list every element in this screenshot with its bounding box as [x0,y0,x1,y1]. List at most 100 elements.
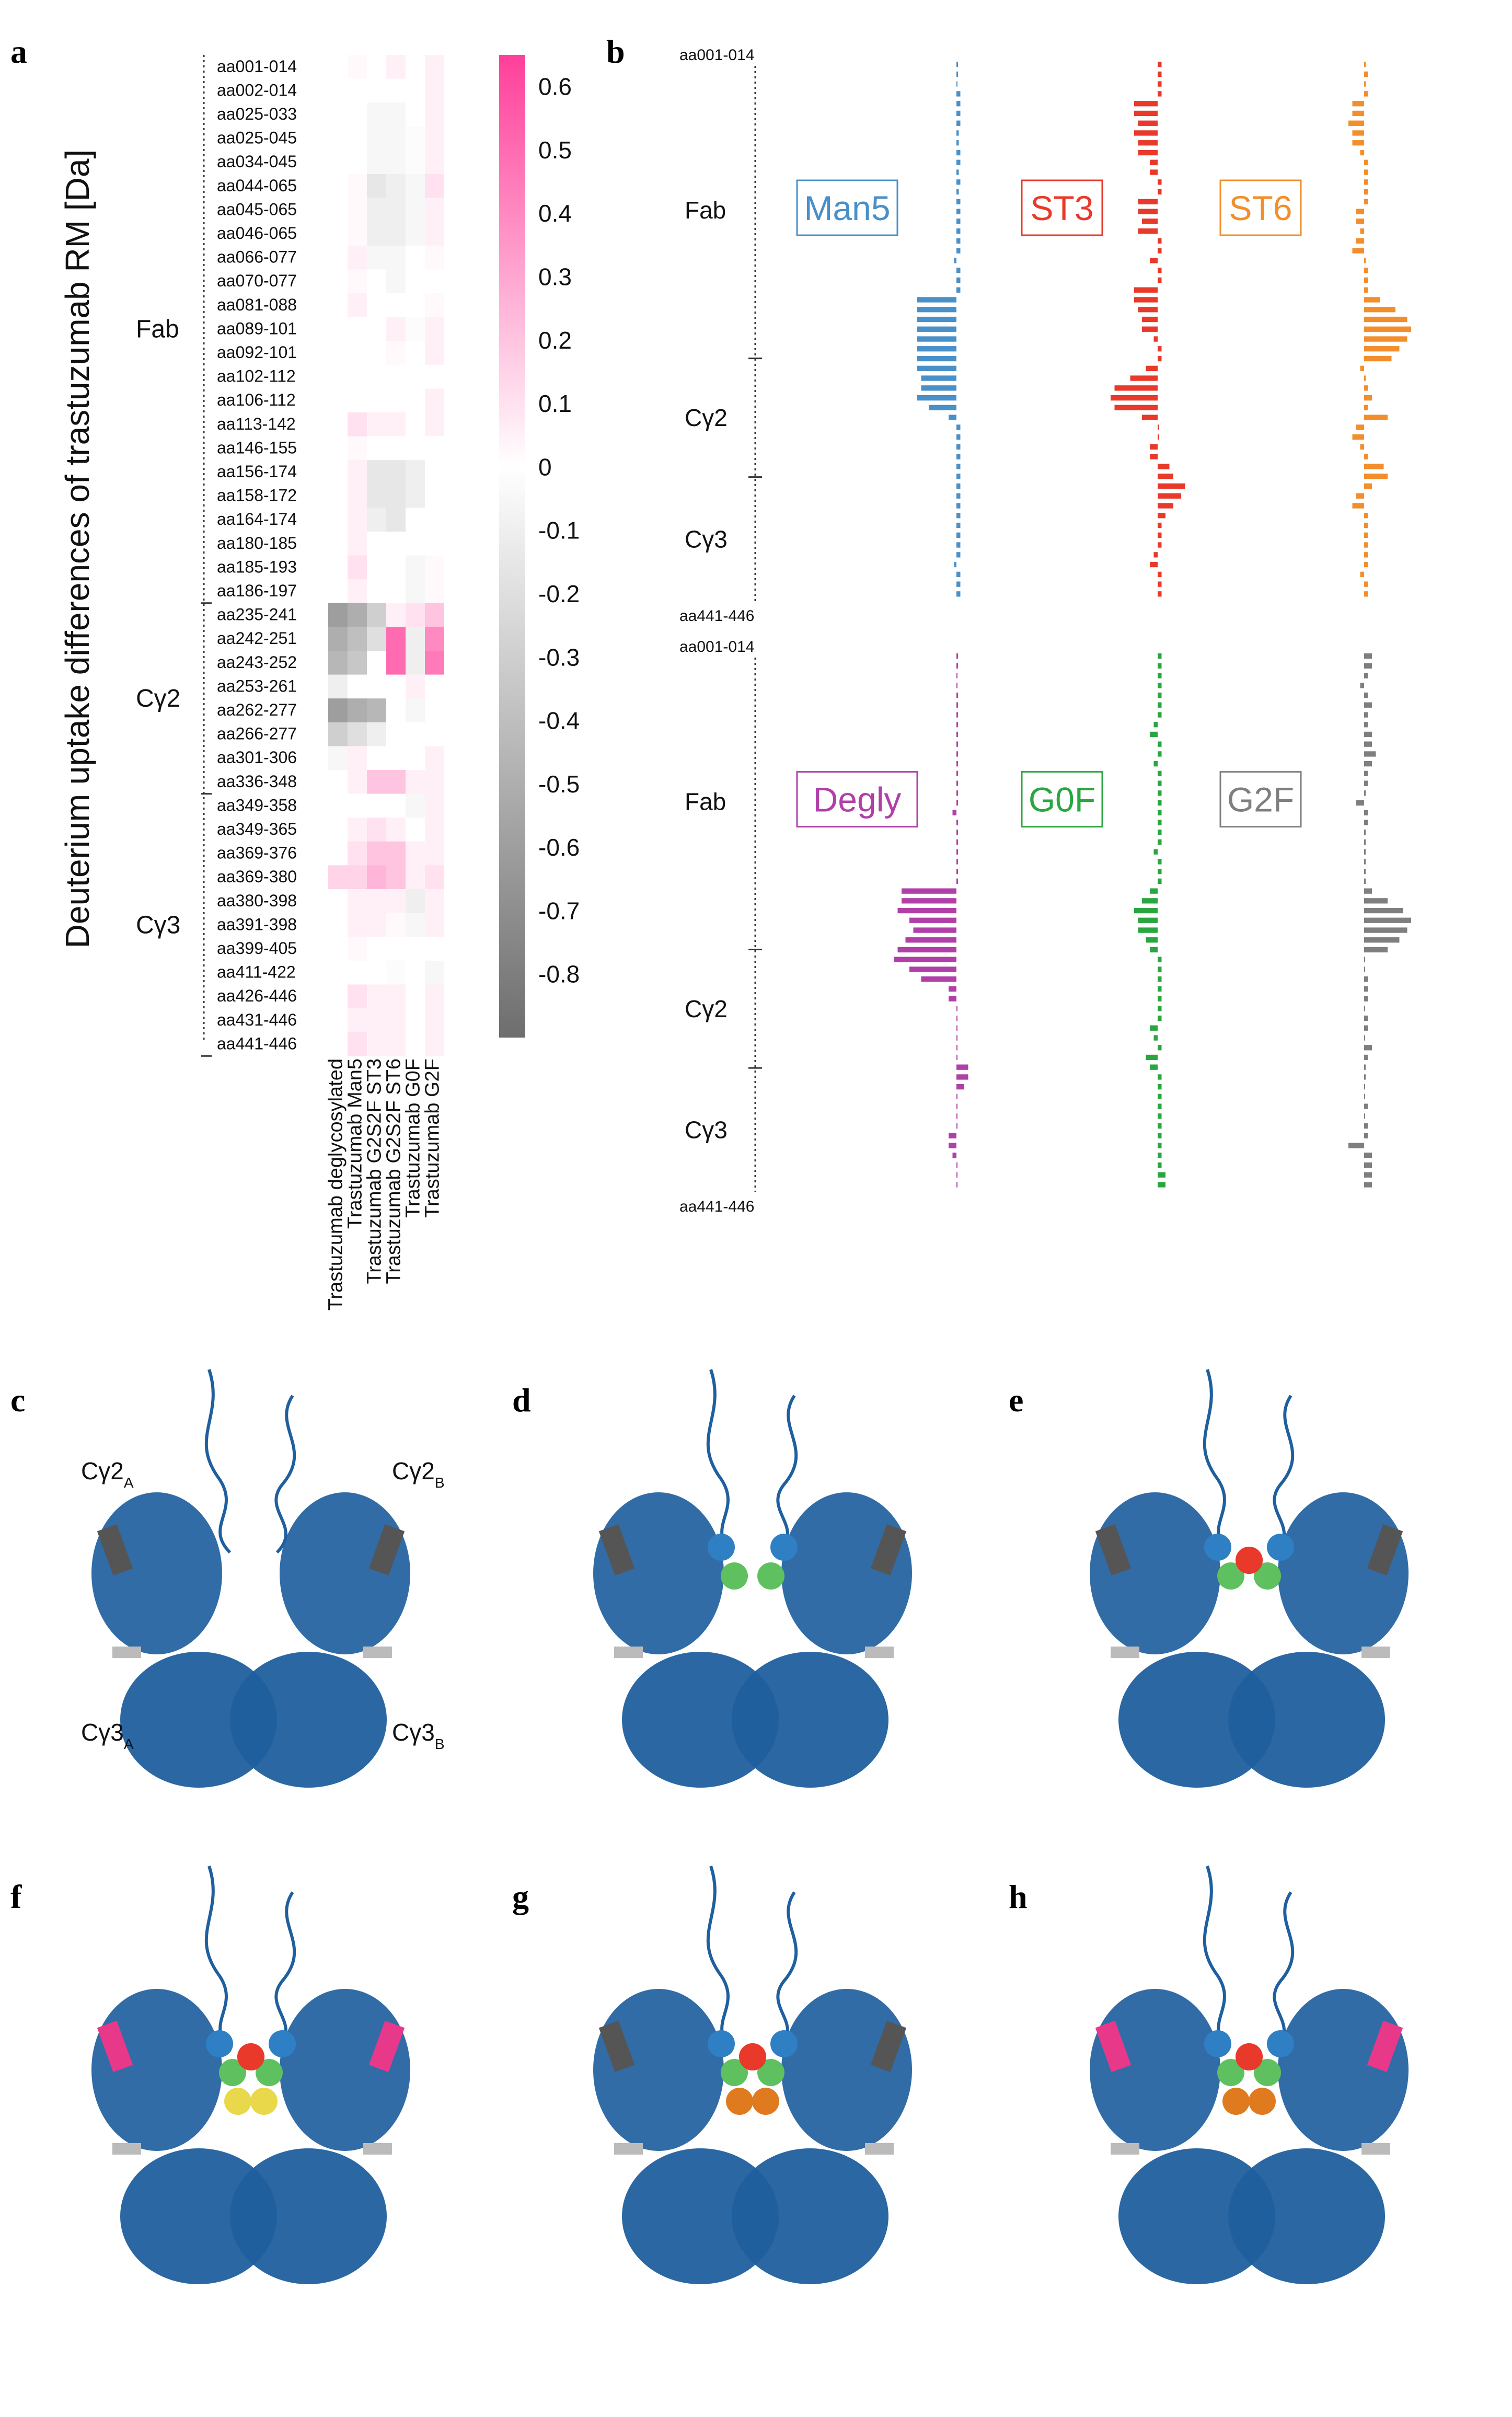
glycan-a [721,2059,748,2086]
heatmap-cell [328,102,348,127]
bar-g2f [1364,1074,1366,1080]
bar-man5 [929,405,956,410]
heatmap-cell [425,222,444,246]
bar-g2f [1364,839,1366,845]
heatmap-cell [367,1008,386,1033]
heatmap-cell [386,841,406,866]
bar-st3 [1138,307,1158,313]
heatmap-cell [425,126,444,151]
heatmap-cell [328,150,348,175]
bar-g2f [1364,849,1366,855]
bar-g0f [1158,683,1162,688]
panel-b-series: Man5 ST3 ST6 Degly G0F G2F [796,62,1411,1188]
heatmap-cell [386,269,406,294]
heatmap-cell [406,674,425,699]
heatmap-cell [425,841,444,866]
heatmap-row-label: aa266-277 [217,724,297,743]
bar-degly [956,1015,957,1021]
highlight-strand [1367,2020,1403,2073]
glycan-a [219,2059,246,2086]
bar-man5 [954,561,956,568]
bar-g2f [1364,888,1372,894]
panel-letter-f: f [10,1878,22,1915]
bar-g2f [1364,898,1388,904]
bar-g0f [1158,702,1162,708]
bar-degly [894,957,956,962]
heatmap-row-label: aa399-405 [217,939,297,958]
heatmap-cell [367,674,386,699]
heatmap-cell [406,984,425,1009]
bar-degly [956,731,958,738]
series-label: ST6 [1229,189,1292,227]
bar-g0f [1158,790,1162,796]
hinge-strand [776,1395,798,1554]
heatmap-cell [328,913,348,937]
bar-man5 [917,395,956,401]
heatmap-cell [425,1032,444,1056]
heatmap-cell [328,627,348,651]
heatmap-cell [367,841,386,866]
heatmap-cell [386,412,406,437]
heatmap-cell [348,865,367,890]
heatmap-cell [367,1032,386,1056]
bar-man5 [956,238,961,244]
colorbar-tick-label: -0.1 [538,517,580,544]
heatmap-cell [386,651,406,675]
panel-b-domain-label: Fab [685,197,726,224]
bar-degly [956,712,958,718]
bar-man5 [956,532,961,538]
glycan-b [752,2088,779,2115]
heatmap-cell [328,1008,348,1033]
heatmap-row-label: aa156-174 [217,462,297,481]
bar-degly [949,986,956,992]
heatmap-cell [367,245,386,270]
bar-g0f [1153,1035,1158,1041]
heatmap-row-label: aa426-446 [217,986,297,1005]
heatmap-cell [348,555,367,580]
bar-st3 [1158,532,1162,538]
colorbar [499,55,525,1038]
bar-st3 [1153,336,1158,342]
bar-st6 [1364,395,1372,401]
bar-g0f [1158,1103,1162,1109]
heatmap-cell [425,651,444,675]
heatmap-column-label: Trastuzumab G2S2F ST6 [383,1058,405,1284]
colorbar-tick-label: -0.7 [538,897,580,924]
glycan-b [757,1562,784,1590]
highlight-loop [614,1647,643,1658]
glycan-a [1222,2088,1250,2115]
heatmap-cell [406,484,425,508]
bar-g2f [1356,800,1364,806]
bar-st3 [1158,62,1162,67]
ch2-domain-b [1278,1492,1409,1654]
bar-st6 [1356,424,1364,430]
bar-degly [956,1054,957,1061]
heatmap-cell [425,698,444,723]
bar-st3 [1158,591,1162,597]
bar-g2f [1364,712,1368,718]
heatmap-cell [348,937,367,961]
bar-degly [897,907,956,914]
highlight-strand [1095,2020,1132,2073]
bar-g0f [1158,1123,1162,1129]
panel-letter-e: e [1009,1382,1023,1419]
heatmap-cell [425,889,444,914]
bar-g0f [1158,780,1162,786]
heatmap-cell [425,793,444,818]
bar-st3 [1158,189,1162,195]
glycan-b [1267,1534,1294,1561]
bar-g2f [1364,820,1368,825]
heatmap-cell [406,579,425,604]
heatmap-cell [386,341,406,365]
bar-st3 [1158,503,1173,509]
bar-degly [952,1153,956,1158]
bar-degly [956,839,958,845]
heatmap-cell [406,603,425,627]
bar-st3 [1158,179,1162,185]
bar-man5 [956,218,961,224]
heatmap-cell [386,388,406,413]
heatmap-row-label: aa081-088 [217,295,297,314]
heatmap-cell [386,174,406,199]
panel-b-bars: b aa001-014aa441-446FabCγ2Cγ3aa001-014aa… [606,33,1411,1215]
